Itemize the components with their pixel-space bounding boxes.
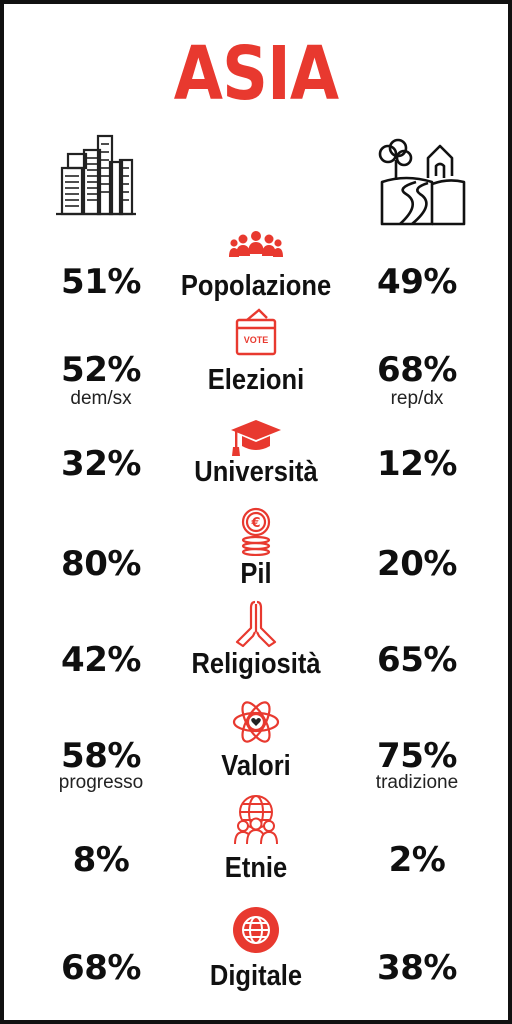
country-value-valori: 75% [377, 736, 457, 776]
row-universita: 32% Università 12% [4, 414, 508, 514]
city-value-pil: 80% [61, 544, 141, 584]
globe-circle-icon [233, 907, 279, 953]
ballot-box-text: VOTE [244, 335, 269, 345]
row-religiosita: 42% Religiosità 65% [4, 598, 508, 698]
city-value-digitale: 68% [61, 948, 141, 988]
category-label-etnie: Etnie [224, 852, 288, 884]
category-label-elezioni: Elezioni [207, 364, 305, 396]
city-buildings-icon [56, 134, 136, 216]
row-elezioni: VOTE 52% dem/sx Elezioni 68% rep/dx [4, 308, 508, 409]
graduation-cap-icon [231, 420, 281, 456]
euro-coins-icon: € [241, 507, 271, 556]
country-value-digitale: 38% [377, 948, 457, 988]
countryside-village-icon [378, 138, 466, 226]
row-popolazione: 51% Popolazione 49% [4, 226, 508, 326]
praying-hands-icon [235, 600, 277, 648]
city-value-etnie: 8% [72, 840, 130, 880]
city-subtitle-valori: progresso [58, 772, 144, 793]
category-label-universita: Università [194, 456, 318, 488]
row-pil: € 80% Pil 20% [4, 506, 508, 606]
category-label-popolazione: Popolazione [180, 270, 332, 302]
category-label-digitale: Digitale [209, 960, 303, 992]
row-etnie: 8% Etnie 2% [4, 794, 508, 894]
city-value-religiosita: 42% [61, 640, 141, 680]
globe-people-icon [234, 795, 278, 844]
row-digitale: 68% Digitale 38% [4, 906, 508, 1006]
country-value-elezioni: 68% [377, 350, 457, 390]
category-label-valori: Valori [221, 750, 291, 782]
row-valori: 58% progresso Valori 75% tradizione [4, 700, 508, 800]
country-value-universita: 12% [377, 444, 457, 484]
ballot-box-icon: VOTE [235, 308, 277, 356]
city-value-valori: 58% [61, 736, 141, 776]
city-value-universita: 32% [61, 444, 141, 484]
city-subtitle-elezioni: dem/sx [70, 388, 132, 409]
country-value-popolazione: 49% [377, 262, 457, 302]
city-value-elezioni: 52% [61, 350, 141, 390]
country-value-religiosita: 65% [377, 640, 457, 680]
category-label-pil: Pil [240, 558, 272, 590]
category-label-religiosita: Religiosità [191, 648, 321, 680]
page-title-text: ASIA [173, 31, 339, 117]
country-value-etnie: 2% [388, 840, 446, 880]
heart-atom-icon [232, 701, 280, 743]
country-subtitle-valori: tradizione [375, 772, 459, 793]
people-group-icon [229, 231, 283, 257]
country-value-pil: 20% [377, 544, 457, 584]
country-subtitle-elezioni: rep/dx [390, 388, 444, 409]
page-title: ASIA [39, 34, 472, 114]
city-value-popolazione: 51% [61, 262, 141, 302]
svg-text:€: € [250, 516, 260, 531]
